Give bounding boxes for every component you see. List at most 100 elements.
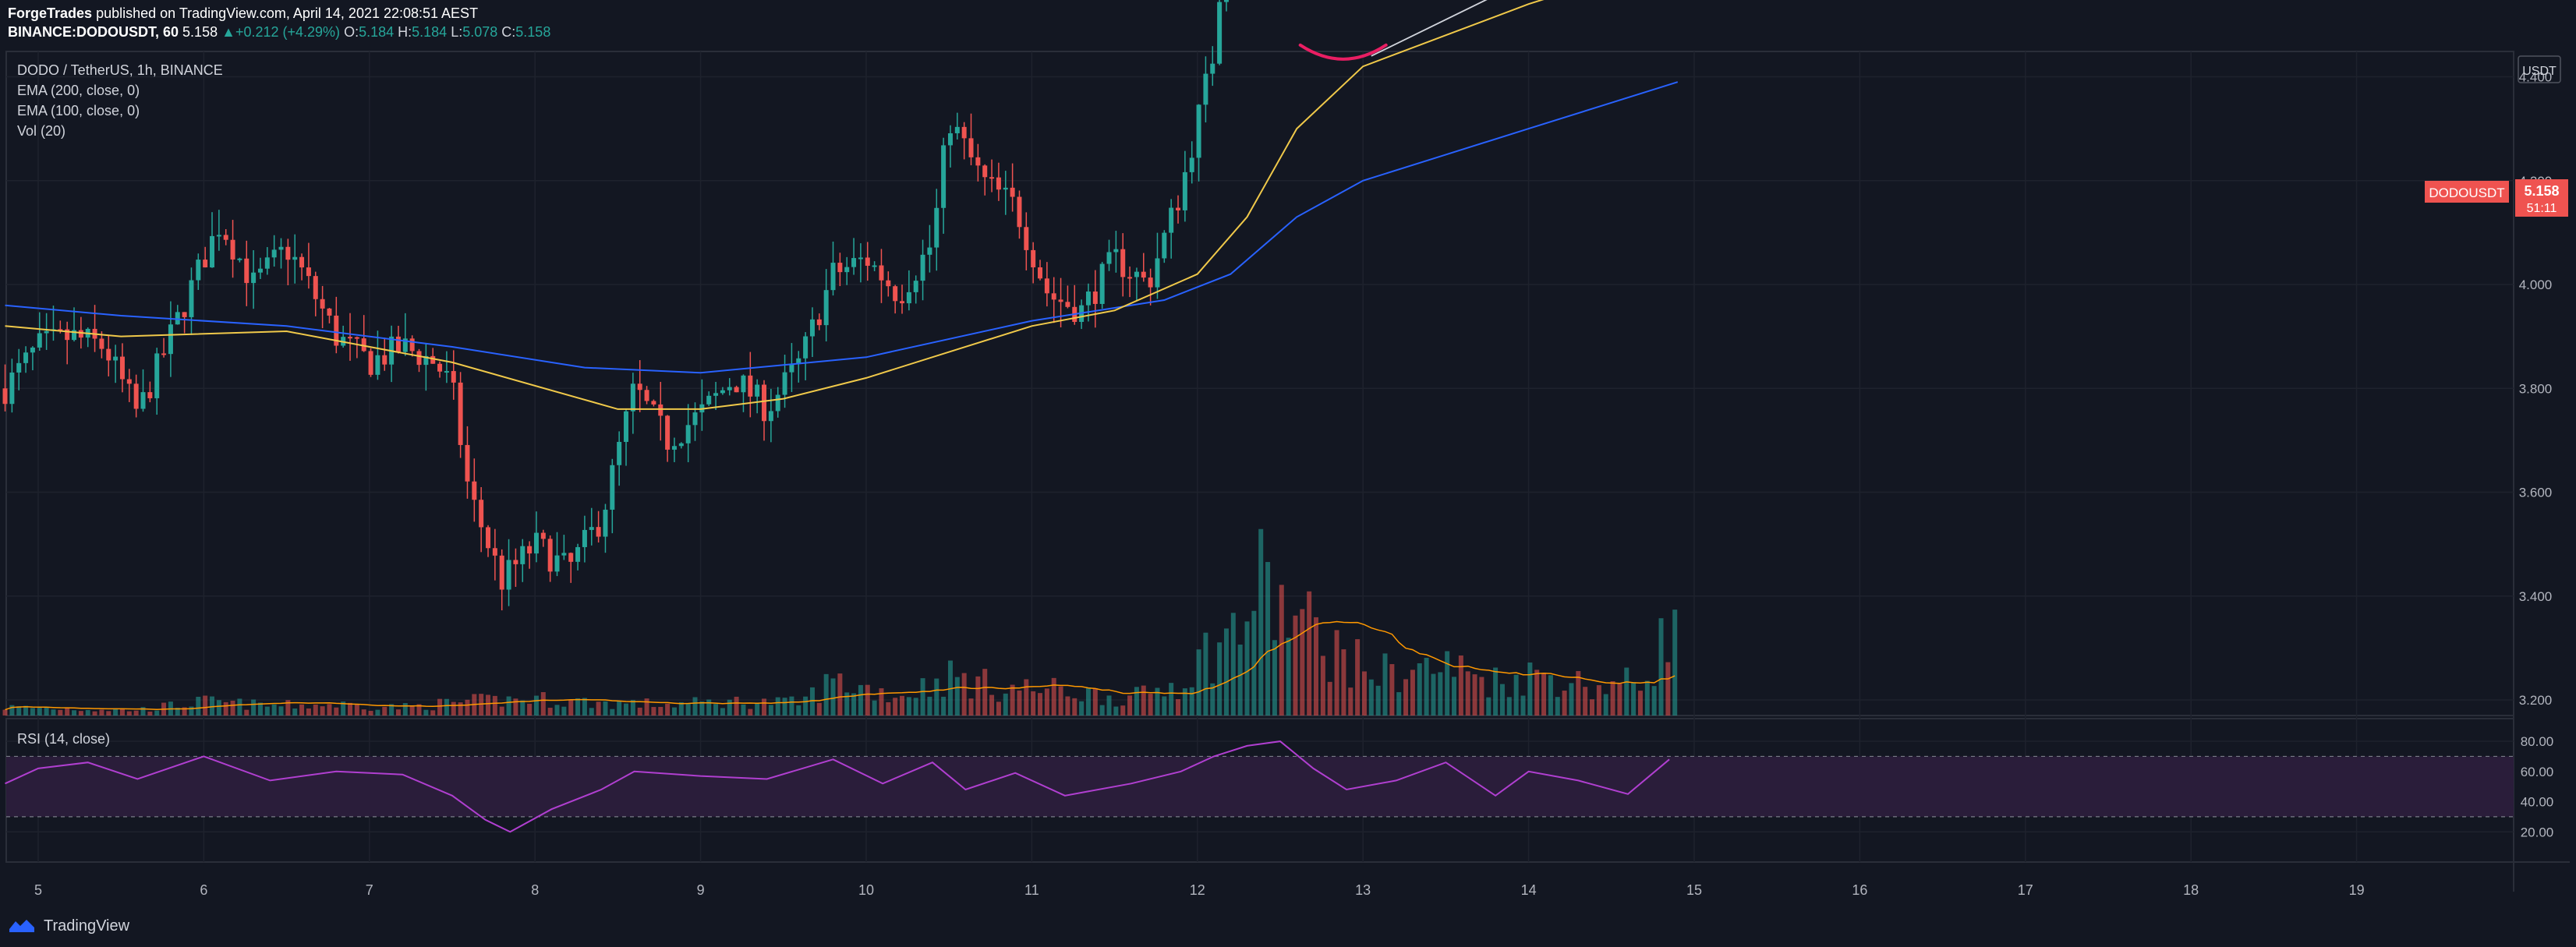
candle-body (1162, 232, 1167, 259)
candle-body (402, 338, 408, 352)
indicator-lines (5, 0, 1679, 833)
volume-bar (989, 694, 995, 716)
volume-bar (1665, 662, 1671, 716)
volume-bar (1576, 670, 1581, 716)
volume-bar (934, 678, 939, 716)
volume-bar (175, 708, 180, 716)
tradingview-logo-icon[interactable] (8, 918, 36, 934)
time-axis[interactable]: 5 6 7 8 9 10 11 12 13 14 15 16 17 18 19 (34, 882, 2365, 898)
volume-bar (1127, 695, 1133, 716)
candle-body (1210, 63, 1215, 74)
candle-body (775, 394, 780, 412)
candle-body (651, 401, 656, 405)
volume-bar (1438, 672, 1443, 716)
candle-body (934, 207, 939, 248)
volume-bar (1162, 696, 1167, 716)
candle-body (327, 308, 332, 316)
volume-bar (1044, 688, 1049, 716)
date-tick-label: 13 (1355, 882, 1371, 898)
volume-bar (1396, 692, 1402, 716)
date-tick-label: 16 (1852, 882, 1867, 898)
candle-body (1203, 73, 1208, 105)
candle-body (299, 256, 305, 268)
volume-bar (1051, 677, 1056, 716)
candle-body (1051, 293, 1056, 300)
price-axis[interactable]: 5.4005.2005.0004.8004.6004.4004.2004.000… (2519, 0, 2554, 840)
currency-label: USDT (2522, 65, 2557, 78)
candle-body (140, 392, 146, 409)
volume-bar (1106, 695, 1112, 716)
candle-body (617, 441, 622, 465)
candle-body (1148, 277, 1153, 288)
candle-body (65, 329, 70, 341)
date-tick-label: 5 (34, 882, 42, 898)
candle-body (119, 356, 125, 380)
candle-body (554, 555, 560, 572)
volume-bar (327, 704, 332, 716)
date-tick-label: 6 (200, 882, 207, 898)
candle-body (210, 235, 215, 268)
candle-body (961, 126, 967, 139)
volume-bar (313, 704, 318, 716)
footer-brand[interactable]: TradingView (44, 917, 130, 935)
date-tick-label: 17 (2018, 882, 2033, 898)
candle-body (423, 355, 429, 366)
volume-bar (996, 701, 1001, 716)
volume-bar (1210, 683, 1215, 716)
volume-bar (1024, 679, 1029, 716)
legend-ema200[interactable]: EMA (200, close, 0) (17, 83, 140, 98)
candle-body (893, 286, 898, 302)
candle-body (78, 330, 83, 338)
candle-body (803, 336, 809, 359)
volume-bar (624, 703, 629, 716)
last-price-tag-value: 5.158 (2524, 183, 2559, 199)
volume-bar (1134, 687, 1139, 716)
candle-body (762, 384, 767, 422)
candle-body (1058, 299, 1063, 302)
volume-bar (1555, 697, 1560, 716)
legend-volume[interactable]: Vol (20) (17, 123, 65, 139)
volume-bar (113, 708, 119, 716)
candle-body (610, 465, 615, 510)
candle-body (755, 384, 760, 397)
volume-bar (1010, 684, 1015, 716)
volume-bar (126, 711, 132, 716)
candle-body (37, 333, 42, 348)
volume-bar (858, 684, 863, 716)
candle-body (30, 347, 35, 353)
volume-bar (1113, 706, 1119, 716)
candle-body (789, 364, 794, 373)
rsi-tick-label: 20.00 (2521, 825, 2554, 839)
author[interactable]: ForgeTrades (8, 5, 93, 21)
volume-bar (65, 708, 70, 716)
volume-bar (1314, 617, 1319, 716)
volume-bar (451, 701, 456, 716)
volume-bar (44, 707, 49, 716)
date-tick-label: 12 (1190, 882, 1205, 898)
candle-body (430, 355, 436, 364)
legend-ema100[interactable]: EMA (100, close, 0) (17, 103, 140, 118)
volume-bar (603, 701, 608, 716)
candle-body (989, 177, 995, 179)
rsi-band (6, 755, 2514, 818)
volume-bar (713, 704, 719, 716)
candle-body (782, 372, 787, 395)
volume-bar (257, 702, 263, 716)
legend-rsi[interactable]: RSI (14, close) (17, 731, 110, 747)
volume-bar (596, 701, 601, 716)
candle-body (734, 387, 739, 393)
volume-bar (230, 700, 235, 716)
volume-bar (1038, 693, 1043, 716)
candle-body (685, 425, 691, 443)
candle-body (630, 383, 635, 412)
currency-box[interactable] (2518, 55, 2561, 83)
volume-bar (982, 669, 988, 716)
candle-body (196, 260, 201, 281)
candle-body (589, 527, 594, 530)
volume-bar (961, 673, 967, 716)
volume-bar (685, 703, 691, 716)
candle-body (844, 267, 850, 273)
candle-body (458, 382, 463, 445)
candle-body (99, 338, 104, 349)
